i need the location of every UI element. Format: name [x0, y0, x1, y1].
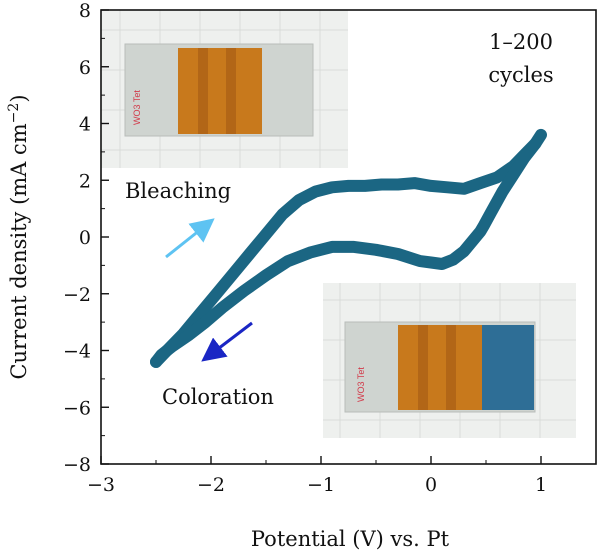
y-tick-label: 4	[79, 114, 91, 136]
y-axis-title: Current density (mA cm−2)	[6, 94, 31, 379]
cycles-line2: cycles	[488, 63, 553, 87]
photo-inset-colored: WO3 Tet	[323, 283, 576, 438]
y-tick-label: 0	[79, 227, 91, 249]
x-axis-ticks: −3 −2 −1 0 1	[87, 456, 547, 496]
y-tick-label: −6	[63, 397, 91, 419]
y-axis-title-main: Current density (mA cm	[7, 123, 31, 379]
y-axis-title-end: )	[7, 94, 31, 102]
bleaching-arrow	[165, 218, 215, 259]
cathodic-sweep-curve	[150, 137, 542, 368]
bleaching-label: Bleaching	[125, 179, 231, 203]
x-tick-label: 1	[535, 474, 547, 496]
photo-inset-bleached: WO3 Tet	[101, 10, 348, 168]
x-tick-label: −3	[87, 474, 115, 496]
cv-curves	[150, 128, 547, 368]
y-tick-label: −2	[63, 284, 91, 306]
x-tick-label: 0	[425, 474, 437, 496]
y-tick-label: −4	[63, 341, 91, 363]
anodic-sweep-curve	[150, 128, 547, 368]
y-axis-ticks: −8 −6 −4 −2 0 2 4 6 8	[63, 0, 109, 476]
photo-label-1: WO3 Tet	[132, 90, 142, 125]
cycles-line1: 1–200	[489, 30, 553, 54]
y-tick-label: −8	[63, 454, 91, 476]
y-tick-label: 8	[79, 0, 91, 22]
y-tick-label: 6	[79, 57, 91, 79]
x-axis-title: Potential (V) vs. Pt	[251, 527, 450, 551]
x-tick-label: −2	[197, 474, 225, 496]
y-tick-label: 2	[79, 170, 91, 192]
x-tick-label: −1	[307, 474, 335, 496]
coloration-arrow	[201, 321, 253, 362]
photo-label-2: WO3 Tet	[356, 367, 366, 402]
coloration-label: Coloration	[162, 385, 274, 409]
y-axis-title-sup: −2	[6, 103, 22, 124]
